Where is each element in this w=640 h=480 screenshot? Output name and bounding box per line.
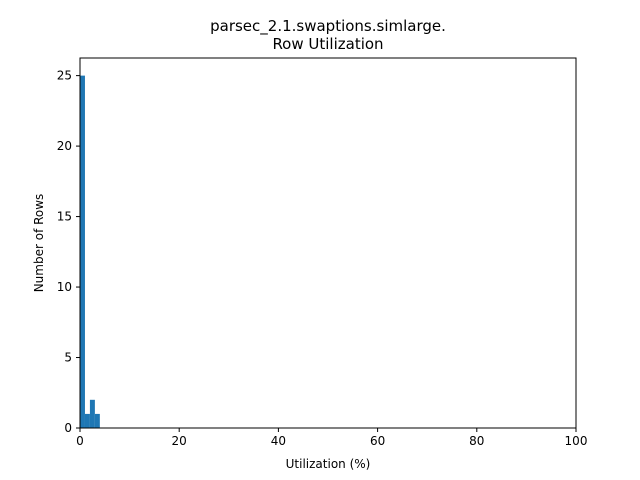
y-tick-label: 15 — [57, 210, 72, 224]
bars-group — [80, 75, 100, 428]
histogram-bar-3 — [94, 413, 100, 428]
histogram-bar-1 — [84, 413, 90, 428]
x-ticks-group: 0 20 40 60 80 100 — [76, 428, 587, 448]
y-axis-label: Number of Rows — [32, 194, 46, 293]
x-tick-label: 60 — [370, 434, 385, 448]
chart-title-line-2: Row Utilization — [272, 35, 383, 53]
y-tick-label: 25 — [57, 69, 72, 83]
x-axis-label: Utilization (%) — [286, 457, 371, 471]
plot-frame — [79, 57, 577, 429]
y-tick-label: 20 — [57, 139, 72, 153]
chart-title-line-1: parsec_2.1.swaptions.simlarge. — [210, 17, 446, 36]
x-tick-label: 100 — [565, 434, 588, 448]
x-tick-label: 40 — [271, 434, 286, 448]
histogram-bar-2 — [89, 399, 95, 428]
x-tick-label: 80 — [469, 434, 484, 448]
y-ticks-group: 0 5 10 15 20 25 — [57, 69, 80, 435]
histogram-bar-0 — [80, 75, 85, 428]
y-tick-label: 0 — [64, 421, 72, 435]
y-tick-label: 5 — [64, 351, 72, 365]
x-tick-label: 0 — [76, 434, 84, 448]
x-tick-label: 20 — [172, 434, 187, 448]
y-tick-label: 10 — [57, 280, 72, 294]
